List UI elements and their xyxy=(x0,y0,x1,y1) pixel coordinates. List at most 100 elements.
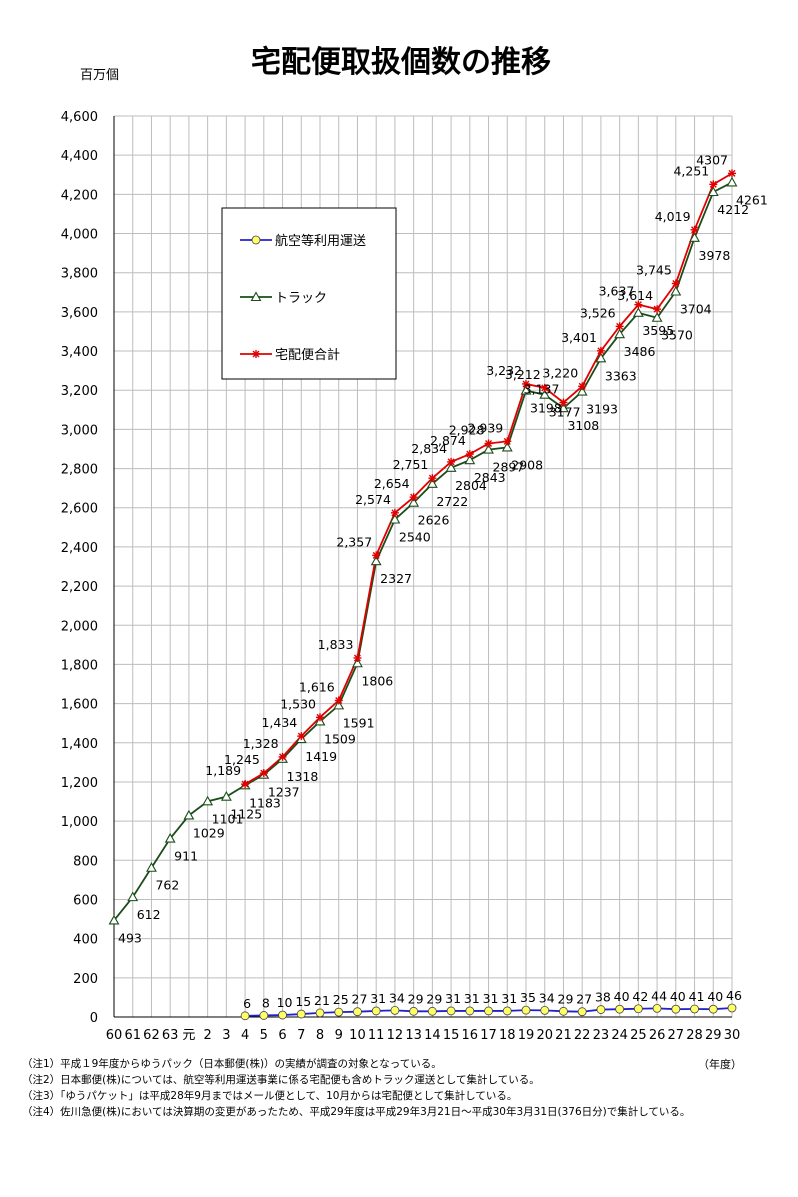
data-point xyxy=(726,176,738,187)
data-point xyxy=(164,832,176,843)
data-label: 3,614 xyxy=(617,288,653,303)
y-tick-label: 200 xyxy=(73,972,98,987)
data-point xyxy=(651,312,663,322)
data-point xyxy=(278,1010,287,1020)
y-tick-label: 4,600 xyxy=(61,110,98,125)
data-label: 31 xyxy=(445,991,461,1006)
y-tick-label: 3,400 xyxy=(61,345,98,360)
data-label: 1101 xyxy=(212,811,244,826)
data-label: 27 xyxy=(576,992,592,1007)
data-point xyxy=(707,186,719,197)
data-label: 1,616 xyxy=(299,679,335,694)
data-point xyxy=(428,474,437,483)
data-point xyxy=(447,457,456,466)
data-point xyxy=(670,285,682,296)
data-point xyxy=(240,1011,250,1021)
data-label: 3,745 xyxy=(636,262,672,277)
y-tick-label: 3,600 xyxy=(61,306,98,321)
data-point xyxy=(252,350,260,358)
x-tick-label: 5 xyxy=(260,1028,268,1043)
data-label: 1806 xyxy=(361,673,393,688)
data-point xyxy=(503,437,512,446)
data-label: 25 xyxy=(333,992,349,1007)
data-label: 3570 xyxy=(661,328,693,343)
x-tick-label: 4 xyxy=(241,1028,249,1043)
data-label: 3108 xyxy=(567,418,599,433)
data-label: 44 xyxy=(651,988,667,1003)
x-tick-label: 11 xyxy=(368,1028,385,1043)
footnote: （注3）「ゆうパケット」は平成28年9月まではメール便として、10月からは宅配便… xyxy=(22,1090,518,1102)
data-label: 1419 xyxy=(305,749,337,764)
data-point xyxy=(690,1004,699,1014)
data-label: 1,530 xyxy=(280,696,316,711)
data-point xyxy=(484,439,493,448)
y-tick-label: 1,600 xyxy=(61,698,98,713)
data-point xyxy=(483,443,494,454)
data-point xyxy=(202,795,214,806)
data-label: 1,328 xyxy=(243,736,279,751)
footnote: （注2）日本郵便(株)については、航空等利用運送事業に係る宅配便も含めトラック運… xyxy=(22,1074,540,1086)
data-point xyxy=(633,1004,643,1014)
axes xyxy=(113,116,732,1018)
data-label: 2,874 xyxy=(430,433,466,448)
x-tick-label: 7 xyxy=(297,1028,305,1043)
y-tick-label: 0 xyxy=(90,1011,98,1026)
data-label: 21 xyxy=(314,993,330,1008)
data-point xyxy=(464,454,476,465)
data-point xyxy=(445,462,457,472)
data-point xyxy=(615,1004,625,1014)
x-tick-label: 12 xyxy=(387,1028,404,1043)
data-label: 1,245 xyxy=(224,752,260,767)
x-tick-label: 2 xyxy=(203,1028,211,1043)
data-label: 40 xyxy=(614,989,630,1004)
data-label: 2,574 xyxy=(355,492,391,507)
y-tick-label: 3,000 xyxy=(61,423,98,438)
grid xyxy=(113,115,733,1018)
data-label: 4261 xyxy=(736,192,768,207)
data-point xyxy=(426,478,438,488)
data-label: 2843 xyxy=(474,470,506,485)
data-label: 3,526 xyxy=(580,305,616,320)
data-label: 3978 xyxy=(699,248,731,263)
y-tick-label: 1,800 xyxy=(61,658,98,673)
legend-label: 宅配便合計 xyxy=(275,347,340,363)
data-point xyxy=(728,169,736,178)
data-label: 3177 xyxy=(549,405,581,420)
chart: 宅配便取扱個数の推移 百万個 0 200 400 600 800 1,000 1,200 1,… xyxy=(61,45,768,1043)
data-label: 2540 xyxy=(399,529,431,544)
data-point xyxy=(634,300,643,309)
data-label: 42 xyxy=(632,989,648,1004)
x-tick-label: 3 xyxy=(222,1028,230,1043)
series-layer xyxy=(108,169,738,1021)
data-point xyxy=(372,551,381,560)
y-tick-label: 2,200 xyxy=(61,580,98,595)
data-point xyxy=(297,732,306,741)
data-point xyxy=(251,235,261,245)
x-tick-labels: 60 61 62 63 元 2 3 4 5 6 7 8 9 10 11 12 13 14 15 16 17 18 19 20 2… xyxy=(106,1028,741,1043)
data-point xyxy=(559,1006,568,1016)
y-tick-label: 2,400 xyxy=(61,541,98,556)
x-tick-label: 9 xyxy=(335,1028,343,1043)
data-point xyxy=(259,769,268,778)
data-point xyxy=(559,398,568,407)
data-point xyxy=(241,780,250,789)
data-label: 2897 xyxy=(493,460,525,475)
data-label: 1237 xyxy=(268,785,300,800)
y-tick-label: 4,000 xyxy=(61,228,98,243)
data-label: 3,401 xyxy=(561,330,597,345)
data-point xyxy=(709,180,718,189)
data-point xyxy=(540,383,549,392)
data-point xyxy=(690,225,699,234)
x-tick-label: 28 xyxy=(686,1028,703,1043)
data-point xyxy=(522,379,530,388)
x-tick-label: 27 xyxy=(668,1028,685,1043)
data-label: 6 xyxy=(243,996,251,1011)
y-tick-label: 1,400 xyxy=(61,737,98,752)
data-label: 3595 xyxy=(642,323,674,338)
data-point xyxy=(250,291,262,302)
data-point xyxy=(576,385,588,396)
data-label: 3,220 xyxy=(542,365,578,380)
data-point xyxy=(183,809,195,820)
x-tick-label: 62 xyxy=(143,1028,160,1043)
data-label: 34 xyxy=(539,990,555,1005)
